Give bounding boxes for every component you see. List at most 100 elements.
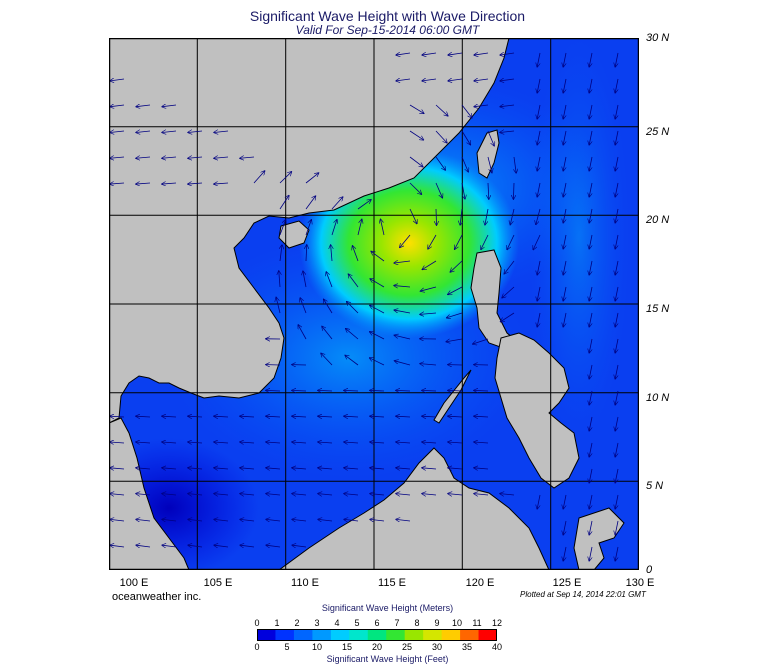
lat-label-30: 30 N bbox=[646, 32, 670, 44]
wave-arrow bbox=[461, 130, 470, 145]
wave-arrow bbox=[321, 353, 333, 366]
wave-arrow bbox=[214, 545, 229, 547]
lon-label-115: 115 E bbox=[378, 577, 406, 589]
wave-arrow bbox=[370, 442, 385, 443]
colorbar-cell bbox=[386, 629, 406, 641]
wave-arrow bbox=[615, 494, 619, 509]
wave-arrow bbox=[615, 156, 619, 171]
wave-arrow bbox=[589, 234, 593, 249]
wave-arrow bbox=[422, 53, 437, 55]
colorbar-feet-tick: 5 bbox=[284, 642, 290, 652]
wave-arrow bbox=[305, 220, 311, 236]
colorbar-cell bbox=[441, 629, 461, 641]
wave-arrow bbox=[279, 172, 291, 184]
wave-arrow bbox=[474, 416, 489, 417]
wave-arrow bbox=[589, 208, 593, 223]
wave-arrow bbox=[589, 78, 593, 93]
lat-label-0: 0 bbox=[646, 564, 653, 576]
wave-arrow bbox=[615, 390, 619, 405]
wave-arrow bbox=[428, 234, 437, 249]
wave-arrow bbox=[435, 130, 447, 143]
colorbar-feet-tick: 40 bbox=[491, 642, 502, 652]
colorbar-meters-tick: 8 bbox=[414, 618, 420, 628]
wave-arrow bbox=[589, 312, 593, 327]
wave-arrow bbox=[563, 234, 567, 249]
wave-arrow bbox=[162, 131, 177, 132]
wave-arrow bbox=[266, 390, 281, 391]
wave-arrow bbox=[188, 157, 203, 158]
wave-arrow bbox=[448, 390, 463, 391]
wave-arrow bbox=[136, 416, 151, 417]
wave-arrow bbox=[409, 156, 423, 167]
wave-arrow bbox=[422, 416, 437, 417]
wave-arrow bbox=[409, 104, 424, 113]
wave-arrow bbox=[240, 545, 255, 547]
wave-arrow bbox=[615, 286, 619, 301]
wave-arrow bbox=[448, 53, 463, 55]
wave-arrow bbox=[345, 355, 359, 366]
wave-arrow bbox=[279, 271, 280, 288]
lon-label-105: 105 E bbox=[203, 577, 233, 589]
wave-arrow bbox=[589, 130, 593, 145]
wave-arrow bbox=[188, 494, 203, 495]
wave-arrow bbox=[563, 104, 567, 119]
wave-arrow bbox=[162, 157, 177, 158]
wave-arrow bbox=[136, 157, 151, 158]
graticule bbox=[109, 38, 639, 570]
wave-arrow bbox=[615, 520, 619, 535]
wave-arrow bbox=[331, 197, 343, 210]
wave-arrow bbox=[435, 156, 445, 170]
wave-arrow bbox=[460, 208, 462, 225]
wave-arrow bbox=[344, 390, 359, 391]
wave-arrow bbox=[589, 546, 593, 561]
wave-arrow bbox=[240, 157, 255, 158]
lat-label-20: 20 N bbox=[646, 214, 670, 226]
wave-arrow bbox=[563, 520, 567, 535]
wave-arrow bbox=[473, 338, 489, 344]
wave-arrow bbox=[280, 245, 282, 262]
colorbar-meters-tick: 5 bbox=[354, 618, 360, 628]
wave-arrow bbox=[563, 130, 567, 145]
wave-arrow bbox=[563, 286, 567, 301]
wave-arrow bbox=[396, 416, 411, 417]
wave-arrow bbox=[396, 468, 411, 469]
colorbar-cell bbox=[330, 629, 350, 641]
wave-arrow bbox=[110, 519, 125, 521]
lon-label-120: 120 E bbox=[465, 577, 495, 589]
wave-map[interactable] bbox=[109, 38, 639, 570]
wave-arrow bbox=[188, 442, 203, 443]
lon-label-100: 100 E bbox=[119, 577, 149, 589]
wave-arrow bbox=[266, 519, 281, 521]
wave-arrow bbox=[214, 157, 229, 158]
wave-arrow bbox=[537, 78, 541, 93]
wave-arrow bbox=[110, 105, 125, 107]
wave-arrow bbox=[474, 105, 489, 107]
wave-arrow bbox=[347, 302, 359, 314]
wave-arrow bbox=[266, 468, 281, 469]
wave-arrow bbox=[563, 260, 567, 275]
wave-arrow bbox=[537, 286, 541, 301]
wave-arrow bbox=[162, 183, 177, 184]
wave-arrow bbox=[589, 494, 593, 509]
wave-arrow bbox=[461, 182, 465, 199]
wave-arrow bbox=[474, 79, 489, 81]
wave-arrow bbox=[344, 494, 359, 495]
wave-arrow bbox=[487, 130, 494, 146]
wave-arrow bbox=[306, 245, 307, 262]
colorbar-cell bbox=[367, 629, 387, 641]
wave-arrow bbox=[615, 468, 619, 483]
colorbar-meters-tick: 7 bbox=[394, 618, 400, 628]
colorbar bbox=[257, 629, 497, 641]
wave-arrow bbox=[589, 520, 593, 535]
colorbar-feet-tick: 15 bbox=[341, 642, 352, 652]
wave-arrow bbox=[298, 325, 307, 340]
brand-label: oceanweather inc. bbox=[112, 591, 202, 603]
lon-label-110: 110 E bbox=[291, 577, 319, 589]
wave-arrow bbox=[188, 545, 203, 547]
wave-arrow bbox=[303, 271, 307, 288]
wave-arrow bbox=[589, 468, 593, 483]
wave-arrow bbox=[346, 329, 359, 340]
wave-arrow bbox=[370, 305, 385, 314]
wave-arrow bbox=[500, 79, 515, 81]
wave-arrow bbox=[279, 220, 286, 236]
